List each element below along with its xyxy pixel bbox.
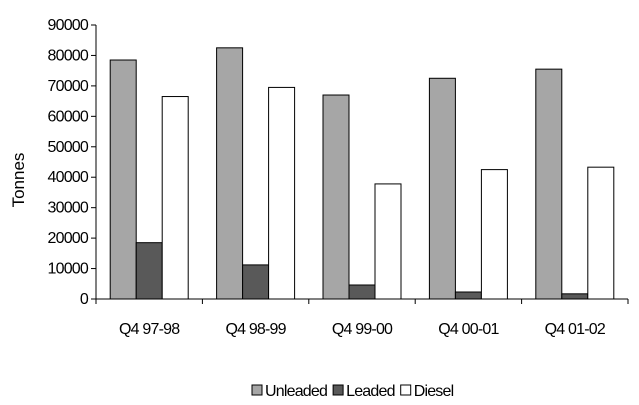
y-tick-label: 60000 [48, 108, 89, 125]
bar-diesel-2 [268, 86, 296, 300]
x-tick-label: Q4 97-98 [119, 321, 180, 338]
bar-unleaded-2 [216, 47, 244, 300]
legend-swatch-unleaded [251, 384, 263, 396]
bars-group [109, 47, 615, 300]
y-tick-label: 40000 [48, 169, 89, 186]
bar-leaded-3 [348, 284, 376, 300]
legend-swatch-diesel [400, 384, 412, 396]
bar-unleaded-5 [535, 68, 563, 300]
x-tick-label: Q4 99-00 [332, 321, 393, 338]
bar-leaded-4 [454, 291, 482, 300]
y-tick-label: 90000 [48, 17, 89, 34]
bar-leaded-5 [561, 293, 589, 300]
y-tick-label: 50000 [48, 139, 89, 156]
y-tick-label: 20000 [48, 230, 89, 247]
bar-unleaded-3 [322, 94, 350, 300]
legend-label-unleaded: Unleaded [265, 383, 327, 400]
legend-label-diesel: Diesel [414, 383, 454, 400]
bar-leaded-1 [135, 242, 163, 300]
y-tick-label: 70000 [48, 78, 89, 95]
bar-diesel-4 [480, 169, 508, 300]
x-axis-ticks: Q4 97-98 Q4 98-99 Q4 99-00 Q4 00-01 Q4 01-02 [95, 299, 629, 338]
bar-unleaded-1 [109, 59, 137, 300]
y-axis-ticks: 0 10000 20000 30000 40000 50000 60000 70000 8000… [48, 17, 96, 308]
x-tick-label: Q4 98-99 [225, 321, 286, 338]
bar-leaded-2 [242, 264, 270, 300]
bar-diesel-3 [374, 183, 402, 300]
y-tick-label: 0 [80, 291, 89, 308]
bar-unleaded-4 [428, 77, 456, 300]
legend-swatch-leaded [332, 384, 344, 396]
y-tick-label: 30000 [48, 200, 89, 217]
legend-label-leaded: Leaded [346, 383, 395, 400]
y-tick-label: 10000 [48, 261, 89, 278]
x-tick-label: Q4 00-01 [438, 321, 499, 338]
y-axis-title: Tonnes [9, 153, 28, 208]
x-tick-label: Q4 01-02 [545, 321, 606, 338]
y-tick-label: 80000 [48, 47, 89, 64]
bar-diesel-5 [587, 166, 615, 300]
bar-diesel-1 [161, 96, 189, 300]
legend: Unleaded Leaded Diesel [251, 383, 454, 400]
